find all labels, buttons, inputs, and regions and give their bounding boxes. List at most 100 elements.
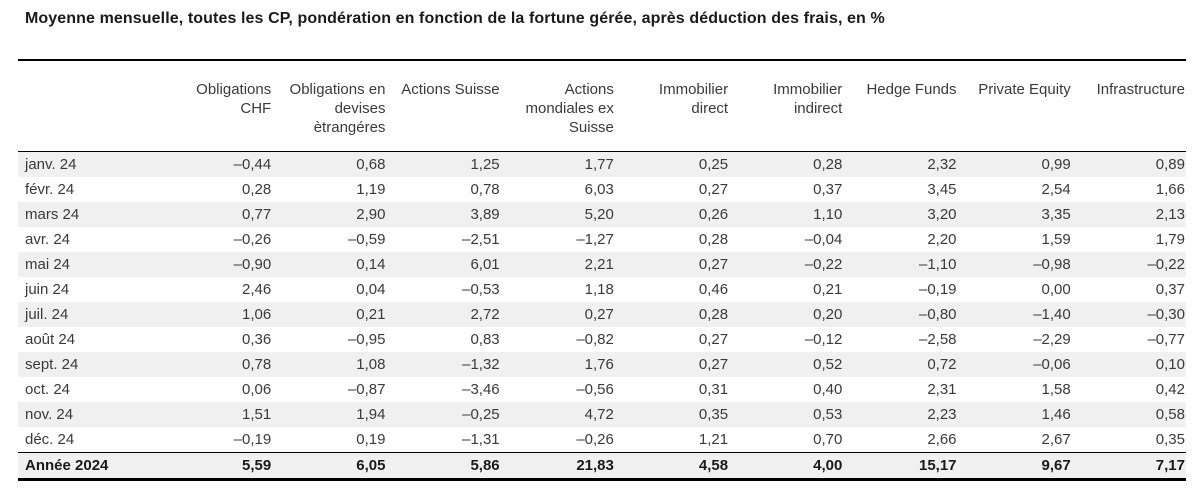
cell-value: 1,79 — [1155, 231, 1185, 249]
cell-value: –0,12 — [804, 331, 843, 349]
row-label-header — [18, 60, 158, 153]
cell-value: –0,98 — [1033, 256, 1071, 274]
row-label: mars 24 — [25, 206, 80, 224]
cell-value: 0,21 — [356, 306, 386, 324]
column-header: Actions Suisse — [386, 60, 501, 153]
cell-value: –2,29 — [1033, 331, 1071, 349]
cell-value: 0,31 — [698, 381, 729, 399]
cell-value: –0,26 — [576, 431, 614, 449]
total-cell-value: 5,86 — [386, 452, 501, 480]
cell-value: 2,23 — [927, 406, 957, 424]
cell-value: 0,28 — [242, 181, 272, 199]
cell-value: 0,35 — [698, 406, 729, 424]
cell-value: –0,30 — [1147, 306, 1185, 324]
cell-value: 1,06 — [242, 306, 272, 324]
column-header: Private Equity — [957, 60, 1072, 153]
cell-value: 2,54 — [1041, 181, 1071, 199]
cell-value: –0,25 — [462, 406, 500, 424]
cell-value: –0,53 — [462, 281, 500, 299]
table-row: nov. 24 1,51 1,94 –0,25 4,72 0,35 0,53 2,23 1,46… — [18, 402, 1186, 428]
cell-value: 0,10 — [1155, 356, 1185, 374]
cell-value: 0,77 — [242, 206, 272, 224]
cell-value: –0,06 — [1033, 356, 1071, 374]
cell-value: 1,18 — [584, 281, 614, 299]
cell-value: –0,80 — [918, 306, 957, 324]
table-row: juil. 24 1,06 0,21 2,72 0,27 0,28 0,20 –0,80 –1,… — [18, 302, 1186, 328]
cell-value: –3,46 — [462, 381, 500, 399]
cell-value: 1,66 — [1155, 181, 1185, 199]
total-row: Année 2024 5,59 6,05 5,86 21,83 4,58 4,00 15,1… — [18, 452, 1186, 480]
cell-value: 3,20 — [927, 206, 957, 224]
cell-value: 0,46 — [698, 281, 729, 299]
row-label: sept. 24 — [25, 356, 79, 374]
cell-value: 1,94 — [356, 406, 386, 424]
total-cell-value: 4,00 — [729, 452, 844, 480]
cell-value: 3,35 — [1041, 206, 1071, 224]
cell-value: 1,77 — [584, 156, 614, 174]
cell-value: 1,59 — [1041, 231, 1071, 249]
cell-value: –2,58 — [918, 331, 957, 349]
report-page: Moyenne mensuelle, toutes les CP, pondér… — [0, 10, 1204, 498]
cell-value: –0,82 — [576, 331, 614, 349]
cell-value: –0,95 — [347, 331, 386, 349]
table-row: avr. 24 –0,26 –0,59 –2,51 –1,27 0,28 –0,04 2,20… — [18, 227, 1186, 252]
table-row: mai 24 –0,90 0,14 6,01 2,21 0,27 –0,22 –1,10 –0,… — [18, 252, 1186, 278]
total-cell-value: 21,83 — [500, 452, 615, 480]
cell-value: 0,37 — [1155, 281, 1185, 299]
cell-value: 0,04 — [356, 281, 386, 299]
cell-value: 3,45 — [927, 181, 957, 199]
cell-value: 6,01 — [470, 256, 500, 274]
column-header: Obligations en devises ètrangéres — [272, 60, 387, 153]
cell-value: –0,90 — [233, 256, 272, 274]
cell-value: 2,66 — [927, 431, 957, 449]
cell-value: –2,51 — [462, 231, 500, 249]
cell-value: 1,08 — [356, 356, 386, 374]
cell-value: 0,99 — [1041, 156, 1071, 174]
table-row: déc. 24 –0,19 0,19 –1,31 –0,26 1,21 0,70 2,66 2,… — [18, 427, 1186, 453]
table-row: mars 24 0,77 2,90 3,89 5,20 0,26 1,10 3,20 3,35 2… — [18, 202, 1186, 228]
cell-value: 2,20 — [927, 231, 957, 249]
table-row: oct. 24 0,06 –0,87 –3,46 –0,56 0,31 0,40 2,31 1,… — [18, 377, 1186, 402]
cell-value: –1,10 — [918, 256, 957, 274]
cell-value: 2,31 — [927, 381, 957, 399]
cell-value: 0,06 — [242, 381, 272, 399]
row-label: nov. 24 — [25, 406, 74, 424]
cell-value: –0,19 — [918, 281, 957, 299]
cell-value: –0,22 — [1147, 256, 1185, 274]
cell-value: –0,77 — [1147, 331, 1185, 349]
cell-value: –0,19 — [233, 431, 272, 449]
total-cell-value: 4,58 — [614, 452, 730, 480]
total-cell-value: 15,17 — [843, 452, 958, 480]
cell-value: 1,76 — [584, 356, 614, 374]
cell-value: 0,21 — [813, 281, 843, 299]
cell-value: –0,59 — [347, 231, 386, 249]
cell-value: 2,32 — [927, 156, 957, 174]
row-label: déc. 24 — [25, 431, 75, 449]
cell-value: 1,58 — [1041, 381, 1071, 399]
column-header: Actions mondiales ex Suisse — [500, 60, 615, 153]
cell-value: 0,27 — [698, 331, 729, 349]
cell-value: 0,40 — [813, 381, 843, 399]
cell-value: 0,68 — [356, 156, 386, 174]
row-label: févr. 24 — [25, 181, 75, 199]
cell-value: 2,67 — [1041, 431, 1071, 449]
total-cell-value: 9,67 — [957, 452, 1072, 480]
cell-value: 2,46 — [242, 281, 272, 299]
cell-value: 0,52 — [813, 356, 843, 374]
row-label: juin 24 — [25, 281, 70, 299]
cell-value: 0,28 — [698, 231, 729, 249]
cell-value: 0,42 — [1155, 381, 1185, 399]
cell-value: –0,56 — [576, 381, 614, 399]
cell-value: –0,87 — [347, 381, 386, 399]
cell-value: –0,22 — [804, 256, 843, 274]
cell-value: 1,19 — [356, 181, 386, 199]
total-cell-value: 5,59 — [158, 452, 273, 480]
cell-value: 1,46 — [1041, 406, 1071, 424]
row-label: mai 24 — [25, 256, 71, 274]
cell-value: 0,27 — [584, 306, 614, 324]
column-header: Infrastructure — [1071, 60, 1186, 153]
performance-table: Obligations CHF Obligations en devises èt… — [18, 59, 1186, 482]
cell-value: 5,20 — [584, 206, 614, 224]
cell-value: 0,89 — [1155, 156, 1185, 174]
cell-value: 0,37 — [813, 181, 843, 199]
